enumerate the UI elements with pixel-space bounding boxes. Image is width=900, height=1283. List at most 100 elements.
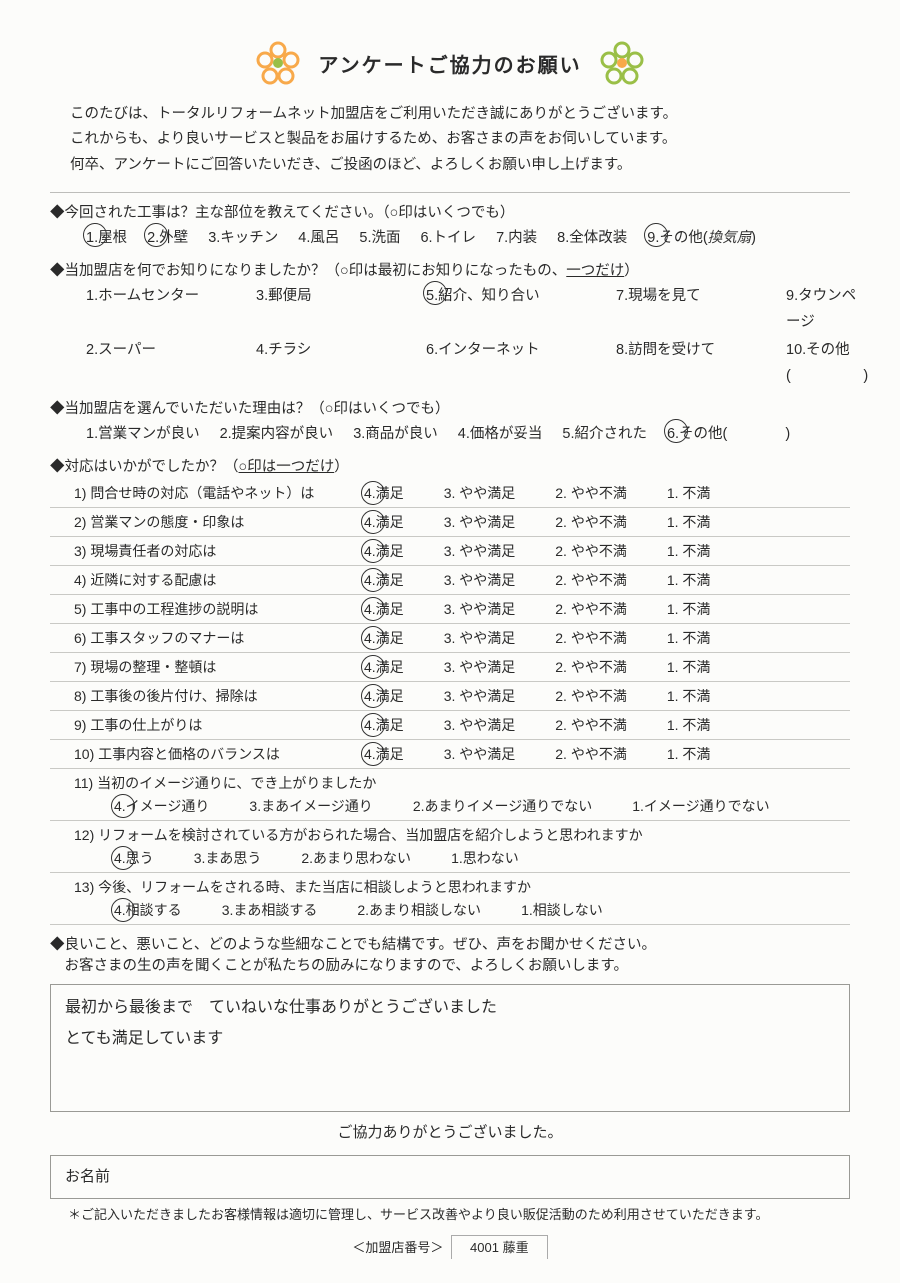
q3-head: ◆当加盟店を選んでいただいた理由は？（○印はいくつでも） <box>50 399 850 421</box>
q4: ◆対応はいかがでしたか？（○印は一つだけ） 1) 問合せ時の対応（電話やネット）… <box>50 457 850 925</box>
q4-wide-opt: 1.イメージ通りでない <box>632 796 769 817</box>
q4-wide-opt: 4.相談する <box>114 900 182 921</box>
q3: ◆当加盟店を選んでいただいた理由は？（○印はいくつでも） 1.営業マンが良い 2… <box>50 399 850 447</box>
q3-opt: 4.価格が妥当 <box>458 421 543 447</box>
divider <box>50 192 850 193</box>
name-label: お名前 <box>65 1168 110 1185</box>
q1: ◆今回された工事は？主な部位を教えてください。（○印はいくつでも） 1.屋根 2… <box>50 203 850 251</box>
flower-left-icon <box>255 40 301 92</box>
q1-opt: 9.その他(換気扇) <box>647 225 756 251</box>
q4-scale-opt: 4.満足 <box>364 686 404 707</box>
footer-number: 4001 藤重 <box>451 1235 548 1260</box>
q4-row: 7) 現場の整理・整頓は4.満足3. やや満足2. やや不満1. 不満 <box>50 653 850 682</box>
q2-opt: 7.現場を見て <box>616 283 786 335</box>
q4-row-answers: 4.満足3. やや満足2. やや不満1. 不満 <box>364 628 850 649</box>
q1-opt: 8.全体改装 <box>557 225 627 251</box>
q1-opt: 6.トイレ <box>420 225 476 251</box>
q4-wide-opt: 1.相談しない <box>521 900 603 921</box>
q4-scale-opt: 1. 不満 <box>667 512 711 533</box>
q2-head: ◆当加盟店を何でお知りになりましたか？（○印は最初にお知りになったもの、一つだけ… <box>50 261 850 283</box>
q4-wide-opt: 2.あまりイメージ通りでない <box>413 796 592 817</box>
q2-opts: 1.ホームセンター 3.郵便局 5.紹介、知り合い 7.現場を見て 9.タウンペ… <box>50 283 850 389</box>
q4-wide-opt: 2.あまり相談しない <box>357 900 481 921</box>
q1-opt: 2.外壁 <box>147 225 188 251</box>
q4-row: 2) 営業マンの態度・印象は4.満足3. やや満足2. やや不満1. 不満 <box>50 508 850 537</box>
q4-wide-answers: 4.相談する 3.まあ相談する 2.あまり相談しない 1.相談しない <box>74 900 850 921</box>
q4-scale-opt: 4.満足 <box>364 541 404 562</box>
q4-scale-opt: 1. 不満 <box>667 715 711 736</box>
q3-opts: 1.営業マンが良い 2.提案内容が良い 3.商品が良い 4.価格が妥当 5.紹介… <box>50 421 850 447</box>
q4-wide-row: 13) 今後、リフォームをされる時、また当店に相談しようと思われますか4.相談す… <box>50 873 850 925</box>
q4-row-answers: 4.満足3. やや満足2. やや不満1. 不満 <box>364 541 850 562</box>
q4-row-answers: 4.満足3. やや満足2. やや不満1. 不満 <box>364 512 850 533</box>
q4-scale-opt: 2. やや不満 <box>555 599 627 620</box>
q4-scale-opt: 1. 不満 <box>667 483 711 504</box>
q4-head: ◆対応はいかがでしたか？（○印は一つだけ） <box>50 457 850 479</box>
q4-row: 6) 工事スタッフのマナーは4.満足3. やや満足2. やや不満1. 不満 <box>50 624 850 653</box>
flower-right-icon <box>599 40 645 92</box>
q2-opt: 4.チラシ <box>256 337 426 389</box>
thanks-text: ご協力ありがとうございました。 <box>50 1122 850 1145</box>
q4-wide-opt: 4.イメージ通り <box>114 796 209 817</box>
q4-scale-opt: 2. やや不満 <box>555 657 627 678</box>
q4-row-question: 1) 問合せ時の対応（電話やネット）は <box>74 483 364 504</box>
comment-line: 最初から最後まで ていねいな仕事ありがとうございました <box>65 993 835 1023</box>
q2: ◆当加盟店を何でお知りになりましたか？（○印は最初にお知りになったもの、一つだけ… <box>50 261 850 389</box>
q4-wide-opt: 2.あまり思わない <box>301 848 411 869</box>
q4-row-question: 8) 工事後の後片付け、掃除は <box>74 686 364 707</box>
q4-scale-opt: 4.満足 <box>364 483 404 504</box>
q4-wide-row: 12) リフォームを検討されている方がおられた場合、当加盟店を紹介しようと思われ… <box>50 821 850 873</box>
name-box: お名前 <box>50 1155 850 1200</box>
q4-scale-opt: 2. やや不満 <box>555 715 627 736</box>
q1-opt: 5.洗面 <box>359 225 400 251</box>
q3-opt: 6.その他( ) <box>667 421 790 447</box>
q4-scale-opt: 4.満足 <box>364 628 404 649</box>
q1-opt: 4.風呂 <box>298 225 339 251</box>
survey-page: アンケートご協力のお願い このたびは、トータルリフォームネット加盟店をご利用いた… <box>0 0 900 1283</box>
q4-row: 4) 近隣に対する配慮は4.満足3. やや満足2. やや不満1. 不満 <box>50 566 850 595</box>
q4-row: 10) 工事内容と価格のバランスは4.満足3. やや満足2. やや不満1. 不満 <box>50 740 850 769</box>
q4-row-answers: 4.満足3. やや満足2. やや不満1. 不満 <box>364 686 850 707</box>
q4-scale-opt: 2. やや不満 <box>555 570 627 591</box>
q1-opt: 7.内装 <box>496 225 537 251</box>
q4-row-answers: 4.満足3. やや満足2. やや不満1. 不満 <box>364 599 850 620</box>
q4-scale-opt: 3. やや満足 <box>444 570 516 591</box>
q4-scale-opt: 2. やや不満 <box>555 483 627 504</box>
q4-row-question: 4) 近隣に対する配慮は <box>74 570 364 591</box>
q2-opt: 3.郵便局 <box>256 283 426 335</box>
q2-opt: 5.紹介、知り合い <box>426 283 616 335</box>
q5: ◆良いこと、悪いこと、どのような些細なことでも結構です。ぜひ、声をお聞かせくださ… <box>50 935 850 1113</box>
intro-line: これからも、より良いサービスと製品をお届けするため、お客さまの声をお伺いしていま… <box>70 127 830 152</box>
page-title: アンケートご協力のお願い <box>318 51 581 81</box>
q1-opt: 3.キッチン <box>208 225 278 251</box>
q4-row-question: 3) 現場責任者の対応は <box>74 541 364 562</box>
q4-row: 3) 現場責任者の対応は4.満足3. やや満足2. やや不満1. 不満 <box>50 537 850 566</box>
privacy-note: ＊ご記入いただきましたお客様情報は適切に管理し、サービス改善やより良い販促活動の… <box>50 1205 850 1225</box>
q4-row-answers: 4.満足3. やや満足2. やや不満1. 不満 <box>364 657 850 678</box>
q4-scale-opt: 2. やや不満 <box>555 628 627 649</box>
q4-row: 5) 工事中の工程進捗の説明は4.満足3. やや満足2. やや不満1. 不満 <box>50 595 850 624</box>
q4-wide-opt: 3.まあ相談する <box>222 900 318 921</box>
q4-wide-question: 12) リフォームを検討されている方がおられた場合、当加盟店を紹介しようと思われ… <box>74 825 850 846</box>
intro-line: このたびは、トータルリフォームネット加盟店をご利用いただき誠にありがとうございま… <box>70 102 830 127</box>
q4-scale-opt: 3. やや満足 <box>444 657 516 678</box>
q3-opt: 3.商品が良い <box>353 421 438 447</box>
q1-opt-9: 9.その他( <box>647 225 707 251</box>
q4-scale-opt: 2. やや不満 <box>555 686 627 707</box>
q4-scale-opt: 4.満足 <box>364 657 404 678</box>
footer-label: ＜加盟店番号＞ <box>352 1240 443 1255</box>
q4-wide-row: 11) 当初のイメージ通りに、でき上がりましたか4.イメージ通り3.まあイメージ… <box>50 769 850 821</box>
q4-scale-opt: 1. 不満 <box>667 570 711 591</box>
q4-scale-opt: 3. やや満足 <box>444 512 516 533</box>
q4-scale-opt: 4.満足 <box>364 744 404 765</box>
q4-wide-question: 11) 当初のイメージ通りに、でき上がりましたか <box>74 773 850 794</box>
q4-wide-answers: 4.思う3.まあ思う2.あまり思わない1.思わない <box>74 848 850 869</box>
q4-row-question: 5) 工事中の工程進捗の説明は <box>74 599 364 620</box>
comment-box: 最初から最後まで ていねいな仕事ありがとうございました とても満足しています <box>50 984 850 1112</box>
q4-scale-opt: 2. やや不満 <box>555 541 627 562</box>
q4-scale-opt: 1. 不満 <box>667 599 711 620</box>
q2-opt: 10.その他( ) <box>786 337 868 389</box>
q4-row-answers: 4.満足3. やや満足2. やや不満1. 不満 <box>364 483 850 504</box>
q4-scale-opt: 1. 不満 <box>667 686 711 707</box>
q4-row-answers: 4.満足3. やや満足2. やや不満1. 不満 <box>364 744 850 765</box>
